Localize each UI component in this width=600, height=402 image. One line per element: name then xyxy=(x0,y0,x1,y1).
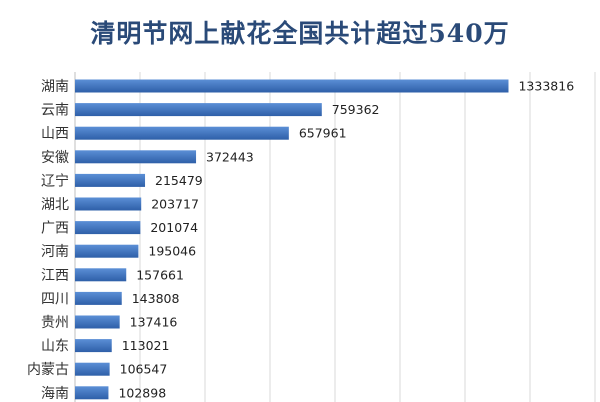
category-label: 山西 xyxy=(41,126,69,142)
bars xyxy=(75,79,509,400)
category-label: 贵州 xyxy=(41,315,69,331)
data-label: 657961 xyxy=(299,126,347,141)
data-label: 1333816 xyxy=(518,79,574,94)
bar xyxy=(75,291,122,305)
data-label: 215479 xyxy=(155,173,203,188)
category-label: 四川 xyxy=(41,291,69,307)
data-label: 143808 xyxy=(132,291,180,306)
category-label: 河南 xyxy=(41,244,69,260)
category-label: 云南 xyxy=(41,103,69,119)
bar xyxy=(75,79,509,93)
category-label: 广西 xyxy=(41,221,69,237)
category-label: 安徽 xyxy=(41,150,69,166)
category-label: 湖北 xyxy=(41,197,69,213)
bar xyxy=(75,315,120,329)
data-label: 102898 xyxy=(118,385,166,400)
bar xyxy=(75,244,139,258)
category-label: 辽宁 xyxy=(41,172,69,189)
data-label: 113021 xyxy=(122,338,170,353)
data-label: 157661 xyxy=(136,267,184,282)
bar xyxy=(75,221,141,235)
category-label: 湖南 xyxy=(41,79,69,95)
data-label: 759362 xyxy=(332,102,380,117)
category-label: 海南 xyxy=(41,386,69,402)
data-label: 372443 xyxy=(206,149,254,164)
data-label: 203717 xyxy=(151,197,199,212)
category-label: 内蒙古 xyxy=(27,362,69,378)
bar xyxy=(75,268,127,282)
category-label: 江西 xyxy=(41,268,69,284)
bar xyxy=(75,173,146,187)
data-label: 137416 xyxy=(130,315,178,330)
data-label: 195046 xyxy=(148,244,196,259)
bar xyxy=(75,339,112,353)
category-label: 山东 xyxy=(41,339,69,355)
bar xyxy=(75,150,197,164)
bar xyxy=(75,126,289,140)
bar xyxy=(75,103,322,117)
bar xyxy=(75,362,110,376)
data-label: 106547 xyxy=(120,362,168,377)
chart-title: 清明节网上献花全国共计超过540万 xyxy=(90,19,510,48)
data-label: 201074 xyxy=(150,220,198,235)
bar xyxy=(75,197,142,211)
bar xyxy=(75,386,109,400)
